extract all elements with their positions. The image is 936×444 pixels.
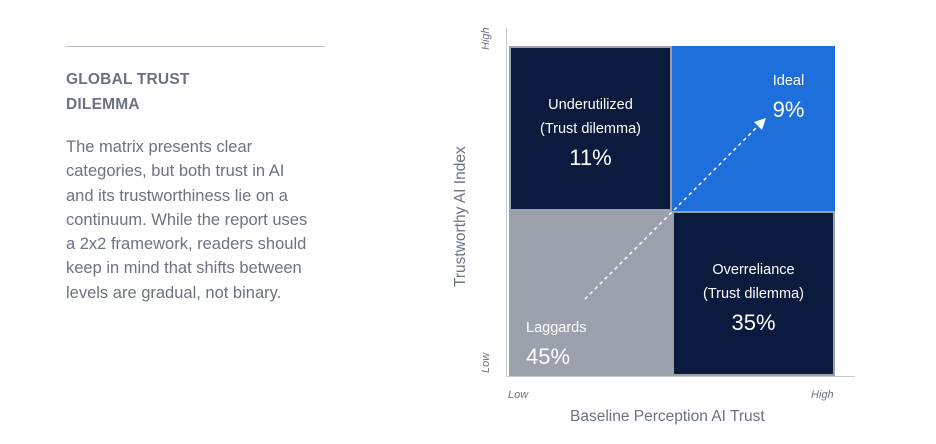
description-line: keep in mind that shifts between [66, 259, 302, 278]
quadrant-sublabel: (Trust dilemma) [540, 121, 641, 137]
quadrant-label: Laggards [526, 320, 587, 336]
x-axis-low-tick: Low [508, 389, 529, 401]
quadrant-value: 35% [731, 310, 776, 335]
description-paragraph: The matrix presents clear categories, bu… [66, 135, 341, 305]
description-line: a 2x2 framework, readers should [66, 235, 307, 254]
quadrant-value: 45% [526, 344, 571, 369]
quadrant-underutilized: Underutilized (Trust dilemma) 11% [509, 46, 672, 211]
y-axis-low-tick: Low [480, 352, 492, 373]
description-line: The matrix presents clear [66, 138, 253, 156]
quadrant-overreliance: Overreliance (Trust dilemma) 35% [672, 211, 835, 376]
quadrant-label: Overreliance [712, 262, 795, 278]
cropped-text-fragment: ~ ~~ ~~~ [67, 0, 187, 6]
quadrant-laggards: Laggards 45% [509, 211, 672, 376]
y-axis-line [506, 28, 507, 377]
quadrant-label: Underutilized [548, 97, 633, 113]
quadrant-value: 9% [772, 97, 805, 122]
y-axis-high-tick: High [480, 27, 492, 50]
section-title-line-2: DILEMMA [66, 96, 140, 113]
quadrant-sublabel: (Trust dilemma) [703, 286, 804, 302]
section-title-line-1: GLOBAL TRUST [66, 71, 190, 88]
quadrant-value: 11% [569, 145, 612, 170]
x-axis-label: Baseline Perception AI Trust [570, 408, 765, 425]
y-axis-label: Trustworthy AI Index [452, 146, 469, 287]
section-divider [65, 46, 325, 47]
section-title: GLOBAL TRUST DILEMMA [66, 67, 326, 117]
description-line: continuum. While the report uses [66, 210, 308, 229]
quadrant-ideal: Ideal 9% [672, 46, 835, 211]
description-line: categories, but both trust in AI [66, 162, 285, 181]
x-axis-line [506, 376, 855, 377]
x-axis-high-tick: High [811, 389, 834, 401]
description-line: levels are gradual, not binary. [66, 283, 282, 302]
quadrant-label: Ideal [772, 73, 805, 89]
description-line: and its trustworthiness lie on a [66, 186, 288, 205]
